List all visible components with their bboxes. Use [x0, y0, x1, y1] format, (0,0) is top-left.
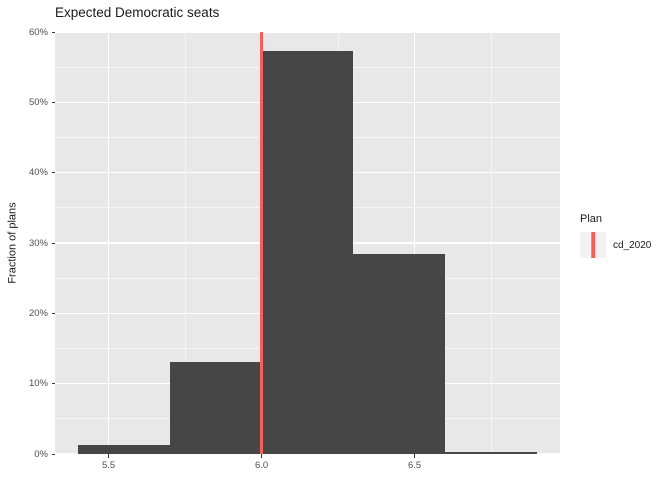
reference-vline [259, 32, 264, 454]
x-tick-mark [261, 454, 263, 458]
y-tick-label: 60% [28, 26, 48, 38]
y-tick-mark [51, 453, 55, 455]
x-tick-label: 6.0 [254, 460, 269, 471]
y-tick-mark [51, 312, 55, 314]
x-tick-label: 5.5 [101, 460, 116, 471]
y-tick-label: 50% [28, 96, 48, 108]
y-tick-label: 40% [28, 167, 48, 179]
histogram-bar [445, 451, 538, 454]
legend-entry-label: cd_2020 [613, 239, 652, 251]
y-tick-mark [51, 383, 55, 385]
y-tick-mark [51, 242, 55, 244]
plot-panel [55, 32, 560, 454]
histogram-bar [261, 50, 354, 454]
y-tick-mark [51, 172, 55, 174]
legend: Plan cd_2020 [580, 213, 651, 258]
histogram-bar [169, 361, 262, 454]
histogram-bar [353, 254, 446, 454]
legend-key [580, 232, 606, 258]
x-major-gridline [107, 32, 110, 454]
y-tick-label: 30% [28, 237, 48, 249]
y-tick-label: 0% [34, 448, 48, 460]
legend-title: Plan [580, 213, 603, 225]
y-tick-label: 20% [28, 307, 48, 319]
legend-entry: cd_2020 [580, 232, 651, 258]
histogram-bar [77, 444, 170, 454]
vline-swatch-icon [591, 232, 595, 258]
y-tick-label: 10% [28, 378, 48, 390]
x-tick-label: 6.5 [408, 460, 422, 471]
x-major-gridline [413, 32, 416, 454]
x-tick-mark [108, 454, 110, 458]
chart-title: Expected Democratic seats [55, 5, 220, 20]
x-tick-mark [414, 454, 416, 458]
y-tick-mark [51, 101, 55, 103]
y-tick-mark [51, 31, 55, 33]
y-major-gridline [55, 32, 560, 33]
